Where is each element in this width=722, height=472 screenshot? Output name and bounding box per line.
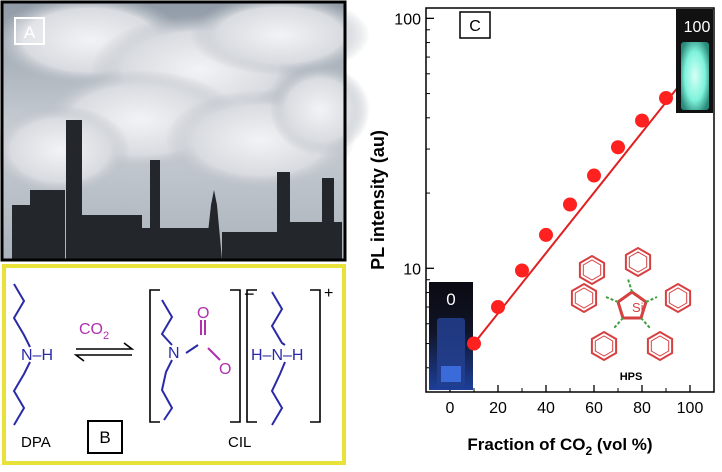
panel-b-label-box bbox=[87, 420, 123, 454]
phenyl-ring bbox=[664, 282, 692, 314]
data-point bbox=[491, 300, 505, 315]
y-axis-ticks: 10 100 bbox=[394, 11, 434, 369]
chimney-left bbox=[66, 120, 82, 260]
data-point bbox=[467, 336, 481, 351]
y-axis-title: PL intensity (au) bbox=[368, 130, 388, 270]
x-tick-label: 0 bbox=[446, 400, 455, 417]
data-point bbox=[635, 113, 649, 128]
x-tick-label: 40 bbox=[537, 400, 555, 417]
data-point bbox=[659, 91, 673, 106]
panel-c-label: C bbox=[469, 18, 481, 35]
phenyl-ring bbox=[570, 282, 598, 314]
hps-molecule: Si HPS bbox=[570, 246, 692, 383]
carboxylate-o-bottom: O bbox=[219, 361, 231, 378]
co2-label: CO2 bbox=[79, 321, 109, 342]
panel-c-label-box bbox=[459, 11, 491, 39]
y-tick-label: 10 bbox=[403, 261, 421, 278]
data-point bbox=[515, 263, 529, 278]
y-tick-label: 100 bbox=[394, 11, 421, 28]
x-tick-label: 20 bbox=[489, 400, 507, 417]
phenyl-ring-inner bbox=[668, 287, 688, 309]
phenyl-ring bbox=[646, 330, 674, 362]
dpa-nh: N–H bbox=[21, 347, 53, 364]
dpa-caption: DPA bbox=[21, 434, 51, 451]
fit-line bbox=[473, 71, 691, 345]
ammonium-hnh: H–N–H bbox=[251, 347, 303, 364]
anion-charge: − bbox=[244, 284, 255, 304]
cation-brackets bbox=[246, 289, 321, 423]
vial-low-image: 0 bbox=[429, 282, 473, 390]
carboxylate-o-top: O bbox=[197, 305, 209, 322]
x-tick-label: 80 bbox=[633, 400, 651, 417]
x-axis-title: Fraction of CO2 (vol %) bbox=[467, 435, 652, 458]
cil-caption: CIL bbox=[228, 434, 251, 451]
x-axis-ticks: 0 20 40 60 80 100 bbox=[446, 385, 704, 417]
phenyl-links bbox=[605, 278, 658, 329]
phenyl-ring bbox=[578, 254, 606, 286]
phenyl-ring-inner bbox=[628, 251, 648, 273]
anion-brackets bbox=[149, 289, 241, 423]
data-point bbox=[539, 227, 553, 242]
carbamate-structure bbox=[160, 299, 199, 421]
phenyl-ring-inner bbox=[574, 287, 594, 309]
data-markers bbox=[467, 91, 673, 351]
chimney-mid bbox=[150, 160, 160, 260]
data-point bbox=[611, 140, 625, 155]
phenyl-ring-inner bbox=[650, 335, 670, 357]
panel-b: N–H CO2 − N O O + bbox=[2, 264, 346, 465]
carboxylate bbox=[200, 320, 221, 361]
smoke-clouds bbox=[0, 0, 370, 195]
vial-high-label: 100 bbox=[684, 19, 711, 36]
x-tick-label: 60 bbox=[585, 400, 603, 417]
panel-a: A bbox=[0, 0, 370, 262]
silole-ring bbox=[616, 290, 648, 320]
cation-charge: + bbox=[324, 285, 333, 302]
phenyl-ring bbox=[624, 246, 652, 278]
equilibrium-arrows bbox=[73, 342, 135, 362]
church-spire bbox=[205, 190, 222, 260]
molecule-label: HPS bbox=[620, 371, 643, 383]
molecule-atom: Si bbox=[632, 300, 644, 315]
panel-a-label-box bbox=[14, 17, 45, 45]
data-point bbox=[587, 168, 601, 183]
panel-a-border bbox=[0, 0, 347, 262]
ammonium-structure bbox=[270, 291, 286, 426]
panel-b-label: B bbox=[99, 428, 110, 447]
factory-silhouette bbox=[12, 120, 342, 260]
phenyl-ring-inner bbox=[594, 335, 614, 357]
carbamate-n: N bbox=[168, 345, 180, 362]
vial-low-label: 0 bbox=[446, 290, 455, 309]
panel-a-label: A bbox=[24, 23, 36, 42]
dpa-structure bbox=[12, 283, 31, 426]
vial-high-image: 100 bbox=[676, 9, 713, 113]
panel-c-chart: 10 100 0 20 40 60 80 100 PL intensity (au) Fra… bbox=[368, 7, 715, 458]
phenyl-ring-inner bbox=[582, 259, 602, 281]
data-point bbox=[563, 197, 577, 212]
panel-b-border bbox=[2, 264, 346, 465]
x-tick-label: 100 bbox=[677, 400, 704, 417]
phenyl-ring bbox=[590, 330, 618, 362]
